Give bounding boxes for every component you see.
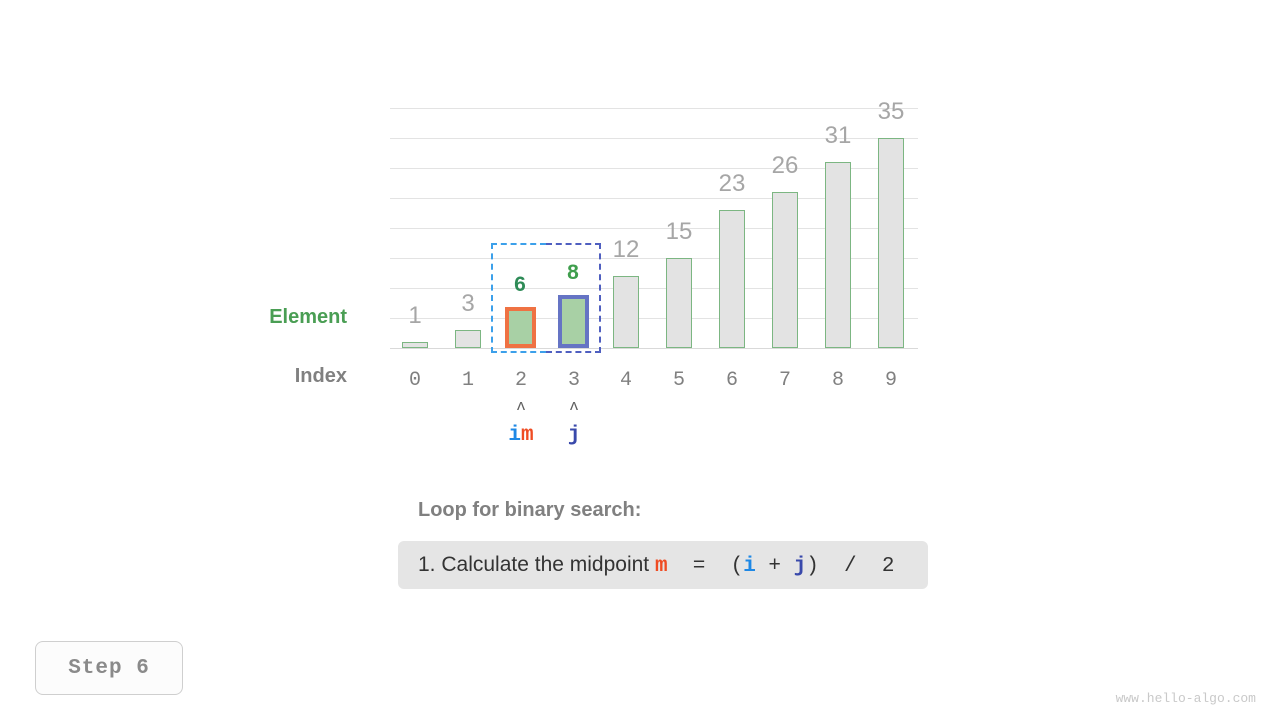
pointer-label-m: m xyxy=(521,424,534,447)
code-prefix: 1. Calculate the midpoint xyxy=(418,552,655,576)
code-equals: = ( xyxy=(667,554,744,578)
bar-value-6: 23 xyxy=(718,170,746,197)
code-var-i: i xyxy=(743,554,756,578)
chart-area: Element Index 1 3 6 8 12 15 23 26 31 35 … xyxy=(269,98,918,447)
pointer-label-i: i xyxy=(508,424,521,447)
index-label-8: 8 xyxy=(831,369,844,392)
bar-8[interactable] xyxy=(825,162,851,348)
pointer-label-j: j xyxy=(567,424,581,447)
bar-6[interactable] xyxy=(719,210,745,348)
code-var-m: m xyxy=(654,554,668,578)
bar-value-3: 8 xyxy=(567,261,579,284)
gridline xyxy=(390,318,918,319)
gridline xyxy=(390,108,918,109)
pointer-labels-index-2: im xyxy=(491,424,551,447)
element-axis-title: Element xyxy=(269,306,347,328)
selection-box-right xyxy=(546,243,601,353)
index-label-4: 4 xyxy=(619,369,632,392)
gridline xyxy=(390,138,918,139)
index-label-3: 3 xyxy=(567,369,580,392)
bar-value-2: 6 xyxy=(514,273,526,296)
index-axis-title: Index xyxy=(294,365,347,387)
watermark: www.hello-algo.com xyxy=(1115,691,1256,706)
caret-icon-index-2: ʌ xyxy=(516,398,526,415)
selection-box-left xyxy=(491,243,546,353)
index-label-9: 9 xyxy=(884,369,897,392)
bar-value-4: 12 xyxy=(612,236,640,263)
index-label-2: 2 xyxy=(514,369,527,392)
gridline xyxy=(390,168,918,169)
gridline xyxy=(390,198,918,199)
code-text: 1. Calculate the midpoint m = (i + j) / … xyxy=(418,553,894,578)
index-label-0: 0 xyxy=(408,369,421,392)
bar-value-5: 15 xyxy=(665,218,693,245)
bar-9[interactable] xyxy=(878,138,904,348)
gridline xyxy=(390,258,918,259)
bar-value-9: 35 xyxy=(877,98,905,125)
bar-1[interactable] xyxy=(455,330,481,348)
code-suffix: ) / 2 xyxy=(806,554,895,578)
bar-3-right-pointer[interactable] xyxy=(558,295,589,348)
step-badge: Step 6 xyxy=(35,641,183,695)
index-label-7: 7 xyxy=(778,369,791,392)
bar-4[interactable] xyxy=(613,276,639,348)
bar-0[interactable] xyxy=(402,342,428,348)
bar-7[interactable] xyxy=(772,192,798,348)
bar-value-8: 31 xyxy=(824,122,852,149)
code-plus: + xyxy=(755,554,794,578)
index-label-1: 1 xyxy=(461,369,474,392)
step-badge-label: Step 6 xyxy=(68,656,150,680)
bar-2-midpoint[interactable] xyxy=(505,307,536,348)
caret-icon-index-3: ʌ xyxy=(569,398,579,415)
index-label-6: 6 xyxy=(725,369,738,392)
gridline xyxy=(390,288,918,289)
gridline xyxy=(390,228,918,229)
bar-value-7: 26 xyxy=(771,152,799,179)
index-label-5: 5 xyxy=(672,369,685,392)
bar-value-1: 3 xyxy=(461,290,475,317)
bar-5[interactable] xyxy=(666,258,692,348)
caption-heading: Loop for binary search: xyxy=(418,499,642,521)
axis-baseline xyxy=(390,348,918,349)
bar-value-0: 1 xyxy=(408,302,422,329)
code-var-j: j xyxy=(793,554,807,578)
code-box: 1. Calculate the midpoint m = (i + j) / … xyxy=(398,541,928,589)
